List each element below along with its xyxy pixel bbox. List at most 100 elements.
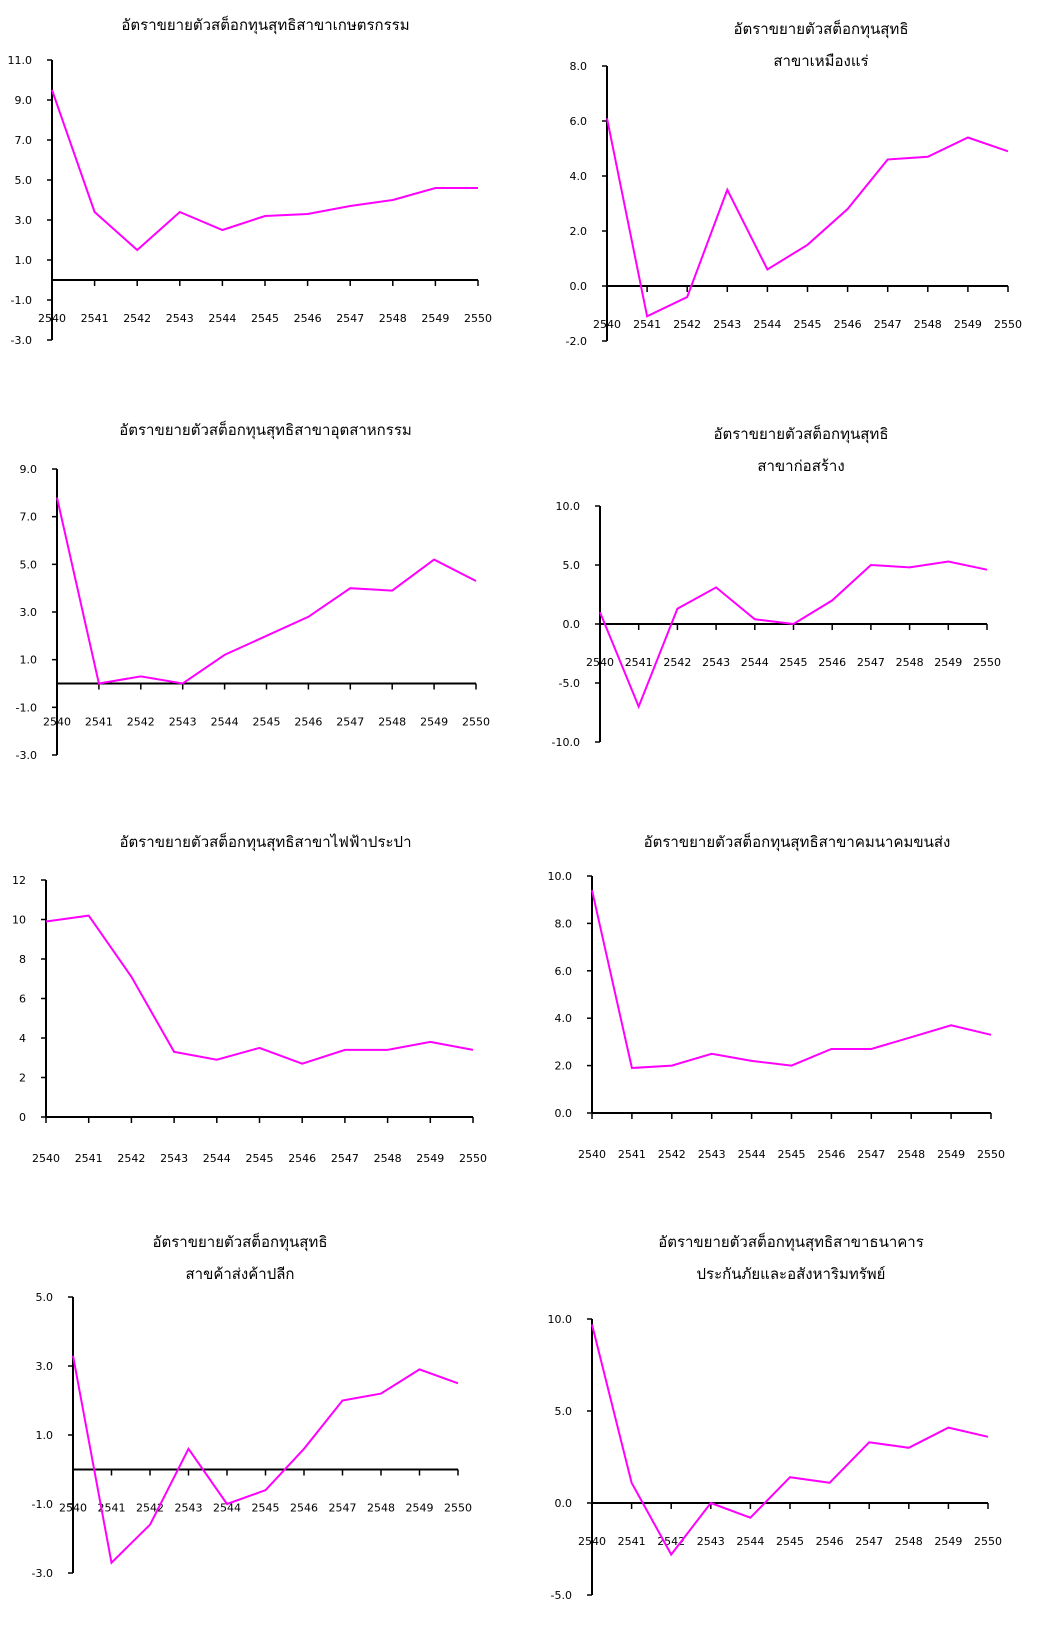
data-point	[751, 1060, 753, 1062]
x-tick-label: 2549	[406, 1502, 434, 1515]
data-point	[221, 229, 223, 231]
x-tick-label: 2540	[59, 1502, 87, 1515]
series-line	[591, 1324, 989, 1557]
x-tick-label: 2541	[75, 1152, 103, 1165]
x-tick-label: 2545	[251, 312, 279, 325]
x-tick-label: 2547	[857, 1148, 885, 1161]
x-tick-label: 2550	[994, 318, 1022, 331]
line-chart: 10.0 5.0 0.0 -5.0 -10.0 2540 2541 2542 2543 2544 2…	[552, 500, 1001, 749]
x-tick-label: 2540	[32, 1152, 60, 1165]
y-tick-label: 10.0	[548, 1313, 573, 1326]
series-line	[56, 497, 477, 685]
data-point	[754, 618, 756, 620]
x-tick-label: 2550	[459, 1152, 487, 1165]
y-tick-label: 1.0	[20, 654, 38, 667]
y-tick-label: -3.0	[16, 749, 37, 762]
series-line	[599, 560, 988, 710]
data-point	[591, 1324, 593, 1326]
chart-panel-mining: อัตราขยายตัวสต็อกทุนสุทธิ สาขาเหมืองแร่ …	[531, 0, 1063, 380]
data-point	[789, 1476, 791, 1478]
chart-title-line: ประกันภัยและอสังหาริมทรัพย์	[696, 1265, 886, 1283]
data-point	[947, 1427, 949, 1429]
data-point	[950, 1024, 952, 1026]
data-point	[599, 611, 601, 613]
y-tick-label: 0.0	[555, 1107, 573, 1120]
x-tick-label: 2550	[973, 656, 1001, 669]
chart-panel-transport: อัตราขยายตัวสต็อกทุนสุทธิสาขาคมนาคมขนส่ง…	[531, 780, 1063, 1200]
y-tick-label: 0.0	[570, 280, 588, 293]
x-tick-label: 2540	[593, 318, 621, 331]
data-point	[638, 706, 640, 708]
data-point	[829, 1482, 831, 1484]
data-point	[130, 976, 132, 978]
x-tick-label: 2546	[817, 1148, 845, 1161]
data-point	[72, 1355, 74, 1357]
x-tick-label: 2549	[954, 318, 982, 331]
data-point	[831, 599, 833, 601]
y-tick-label: 0	[19, 1111, 26, 1124]
y-tick-label: -5.0	[551, 1589, 572, 1602]
series-line	[72, 1355, 459, 1565]
y-tick-label: -3.0	[11, 334, 32, 347]
x-tick-label: 2543	[169, 716, 197, 729]
x-tick-label: 2548	[367, 1502, 395, 1515]
data-point	[711, 1053, 713, 1055]
y-tick-label: 4.0	[555, 1012, 573, 1025]
data-point	[301, 1063, 303, 1065]
chart-title-line: สาขาก่อสร้าง	[757, 457, 845, 475]
x-tick-label: 2541	[625, 656, 653, 669]
data-point	[45, 920, 47, 922]
data-point	[51, 89, 53, 91]
x-tick-label: 2548	[378, 716, 406, 729]
data-point	[807, 244, 809, 246]
line-chart: 11.0 9.0 7.0 5.0 3.0 1.0 -1.0 -3.0 2540 2541 2542 2…	[8, 54, 493, 347]
y-tick-label: -1.0	[16, 701, 37, 714]
x-tick-label: 2548	[896, 656, 924, 669]
data-point	[927, 156, 929, 158]
chart-title: อัตราขยายตัวสต็อกทุนสุทธิสาขาอุตสาหกรรม	[0, 418, 531, 442]
x-tick-label: 2543	[697, 1535, 725, 1548]
chart-title-line: อัตราขยายตัวสต็อกทุนสุทธิสาขาเกษตรกรรม	[121, 16, 410, 34]
chart-title-line: อัตราขยายตัวสต็อกทุนสุทธิ	[713, 425, 889, 443]
x-tick-label: 2545	[246, 1152, 274, 1165]
data-point	[188, 1448, 190, 1450]
x-tick-label: 2542	[663, 656, 691, 669]
x-tick-label: 2549	[937, 1148, 965, 1161]
data-point	[967, 137, 969, 139]
x-tick-label: 2550	[977, 1148, 1005, 1161]
x-tick-label: 2549	[421, 312, 449, 325]
x-tick-label: 2540	[586, 656, 614, 669]
x-tick-label: 2549	[416, 1152, 444, 1165]
data-point	[868, 1441, 870, 1443]
x-tick-label: 2540	[43, 716, 71, 729]
x-tick-label: 2543	[160, 1152, 188, 1165]
y-tick-label: 9.0	[20, 463, 38, 476]
data-point	[392, 199, 394, 201]
x-tick-label: 2550	[462, 716, 490, 729]
y-tick-label: 10.0	[556, 500, 581, 513]
data-point	[887, 159, 889, 161]
y-tick-label: 3.0	[36, 1360, 54, 1373]
series-line	[591, 889, 992, 1070]
y-tick-label: 11.0	[8, 54, 33, 67]
chart-panel-trade: อัตราขยายตัวสต็อกทุนสุทธิ สาขค้าส่งค้าปล…	[0, 1200, 531, 1630]
y-tick-label: 5.0	[555, 1405, 573, 1418]
y-tick-label: 6.0	[555, 965, 573, 978]
data-point	[136, 249, 138, 251]
y-tick-label: 8	[19, 953, 26, 966]
x-tick-label: 2547	[855, 1535, 883, 1548]
x-tick-label: 2548	[895, 1535, 923, 1548]
data-point	[591, 889, 593, 891]
data-point	[349, 587, 351, 589]
x-tick-label: 2540	[38, 312, 66, 325]
data-point	[56, 497, 58, 499]
x-tick-label: 2544	[753, 318, 781, 331]
x-tick-label: 2545	[776, 1535, 804, 1548]
x-tick-label: 2546	[818, 656, 846, 669]
data-point	[179, 211, 181, 213]
data-point	[726, 189, 728, 191]
data-point	[266, 635, 268, 637]
data-point	[307, 213, 309, 215]
